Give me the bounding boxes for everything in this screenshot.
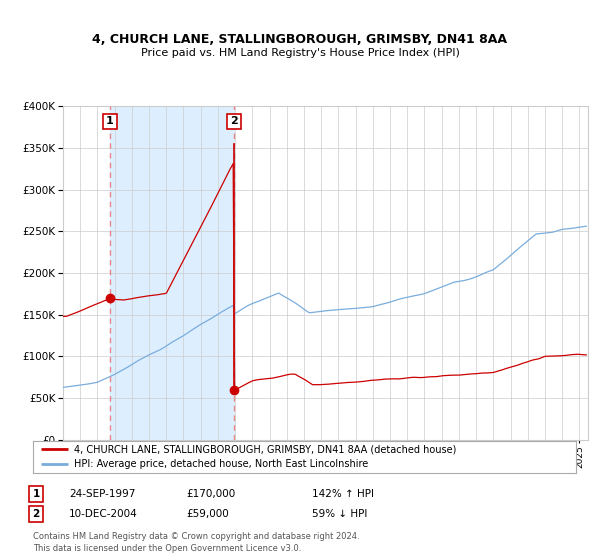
Text: 59% ↓ HPI: 59% ↓ HPI <box>312 509 367 519</box>
Text: HPI: Average price, detached house, North East Lincolnshire: HPI: Average price, detached house, Nort… <box>74 459 368 469</box>
Text: £59,000: £59,000 <box>186 509 229 519</box>
Text: 4, CHURCH LANE, STALLINGBOROUGH, GRIMSBY, DN41 8AA: 4, CHURCH LANE, STALLINGBOROUGH, GRIMSBY… <box>92 32 508 46</box>
Text: 1: 1 <box>32 489 40 499</box>
Text: 1: 1 <box>106 116 114 127</box>
Text: 142% ↑ HPI: 142% ↑ HPI <box>312 489 374 499</box>
Text: £170,000: £170,000 <box>186 489 235 499</box>
Text: Price paid vs. HM Land Registry's House Price Index (HPI): Price paid vs. HM Land Registry's House … <box>140 48 460 58</box>
Text: This data is licensed under the Open Government Licence v3.0.: This data is licensed under the Open Gov… <box>33 544 301 553</box>
Text: 24-SEP-1997: 24-SEP-1997 <box>69 489 136 499</box>
Bar <box>110 106 234 440</box>
Text: 2: 2 <box>230 116 238 127</box>
Text: 2: 2 <box>32 509 40 519</box>
Text: 4, CHURCH LANE, STALLINGBOROUGH, GRIMSBY, DN41 8AA (detached house): 4, CHURCH LANE, STALLINGBOROUGH, GRIMSBY… <box>74 445 456 455</box>
Text: Contains HM Land Registry data © Crown copyright and database right 2024.: Contains HM Land Registry data © Crown c… <box>33 532 359 541</box>
Text: 10-DEC-2004: 10-DEC-2004 <box>69 509 138 519</box>
